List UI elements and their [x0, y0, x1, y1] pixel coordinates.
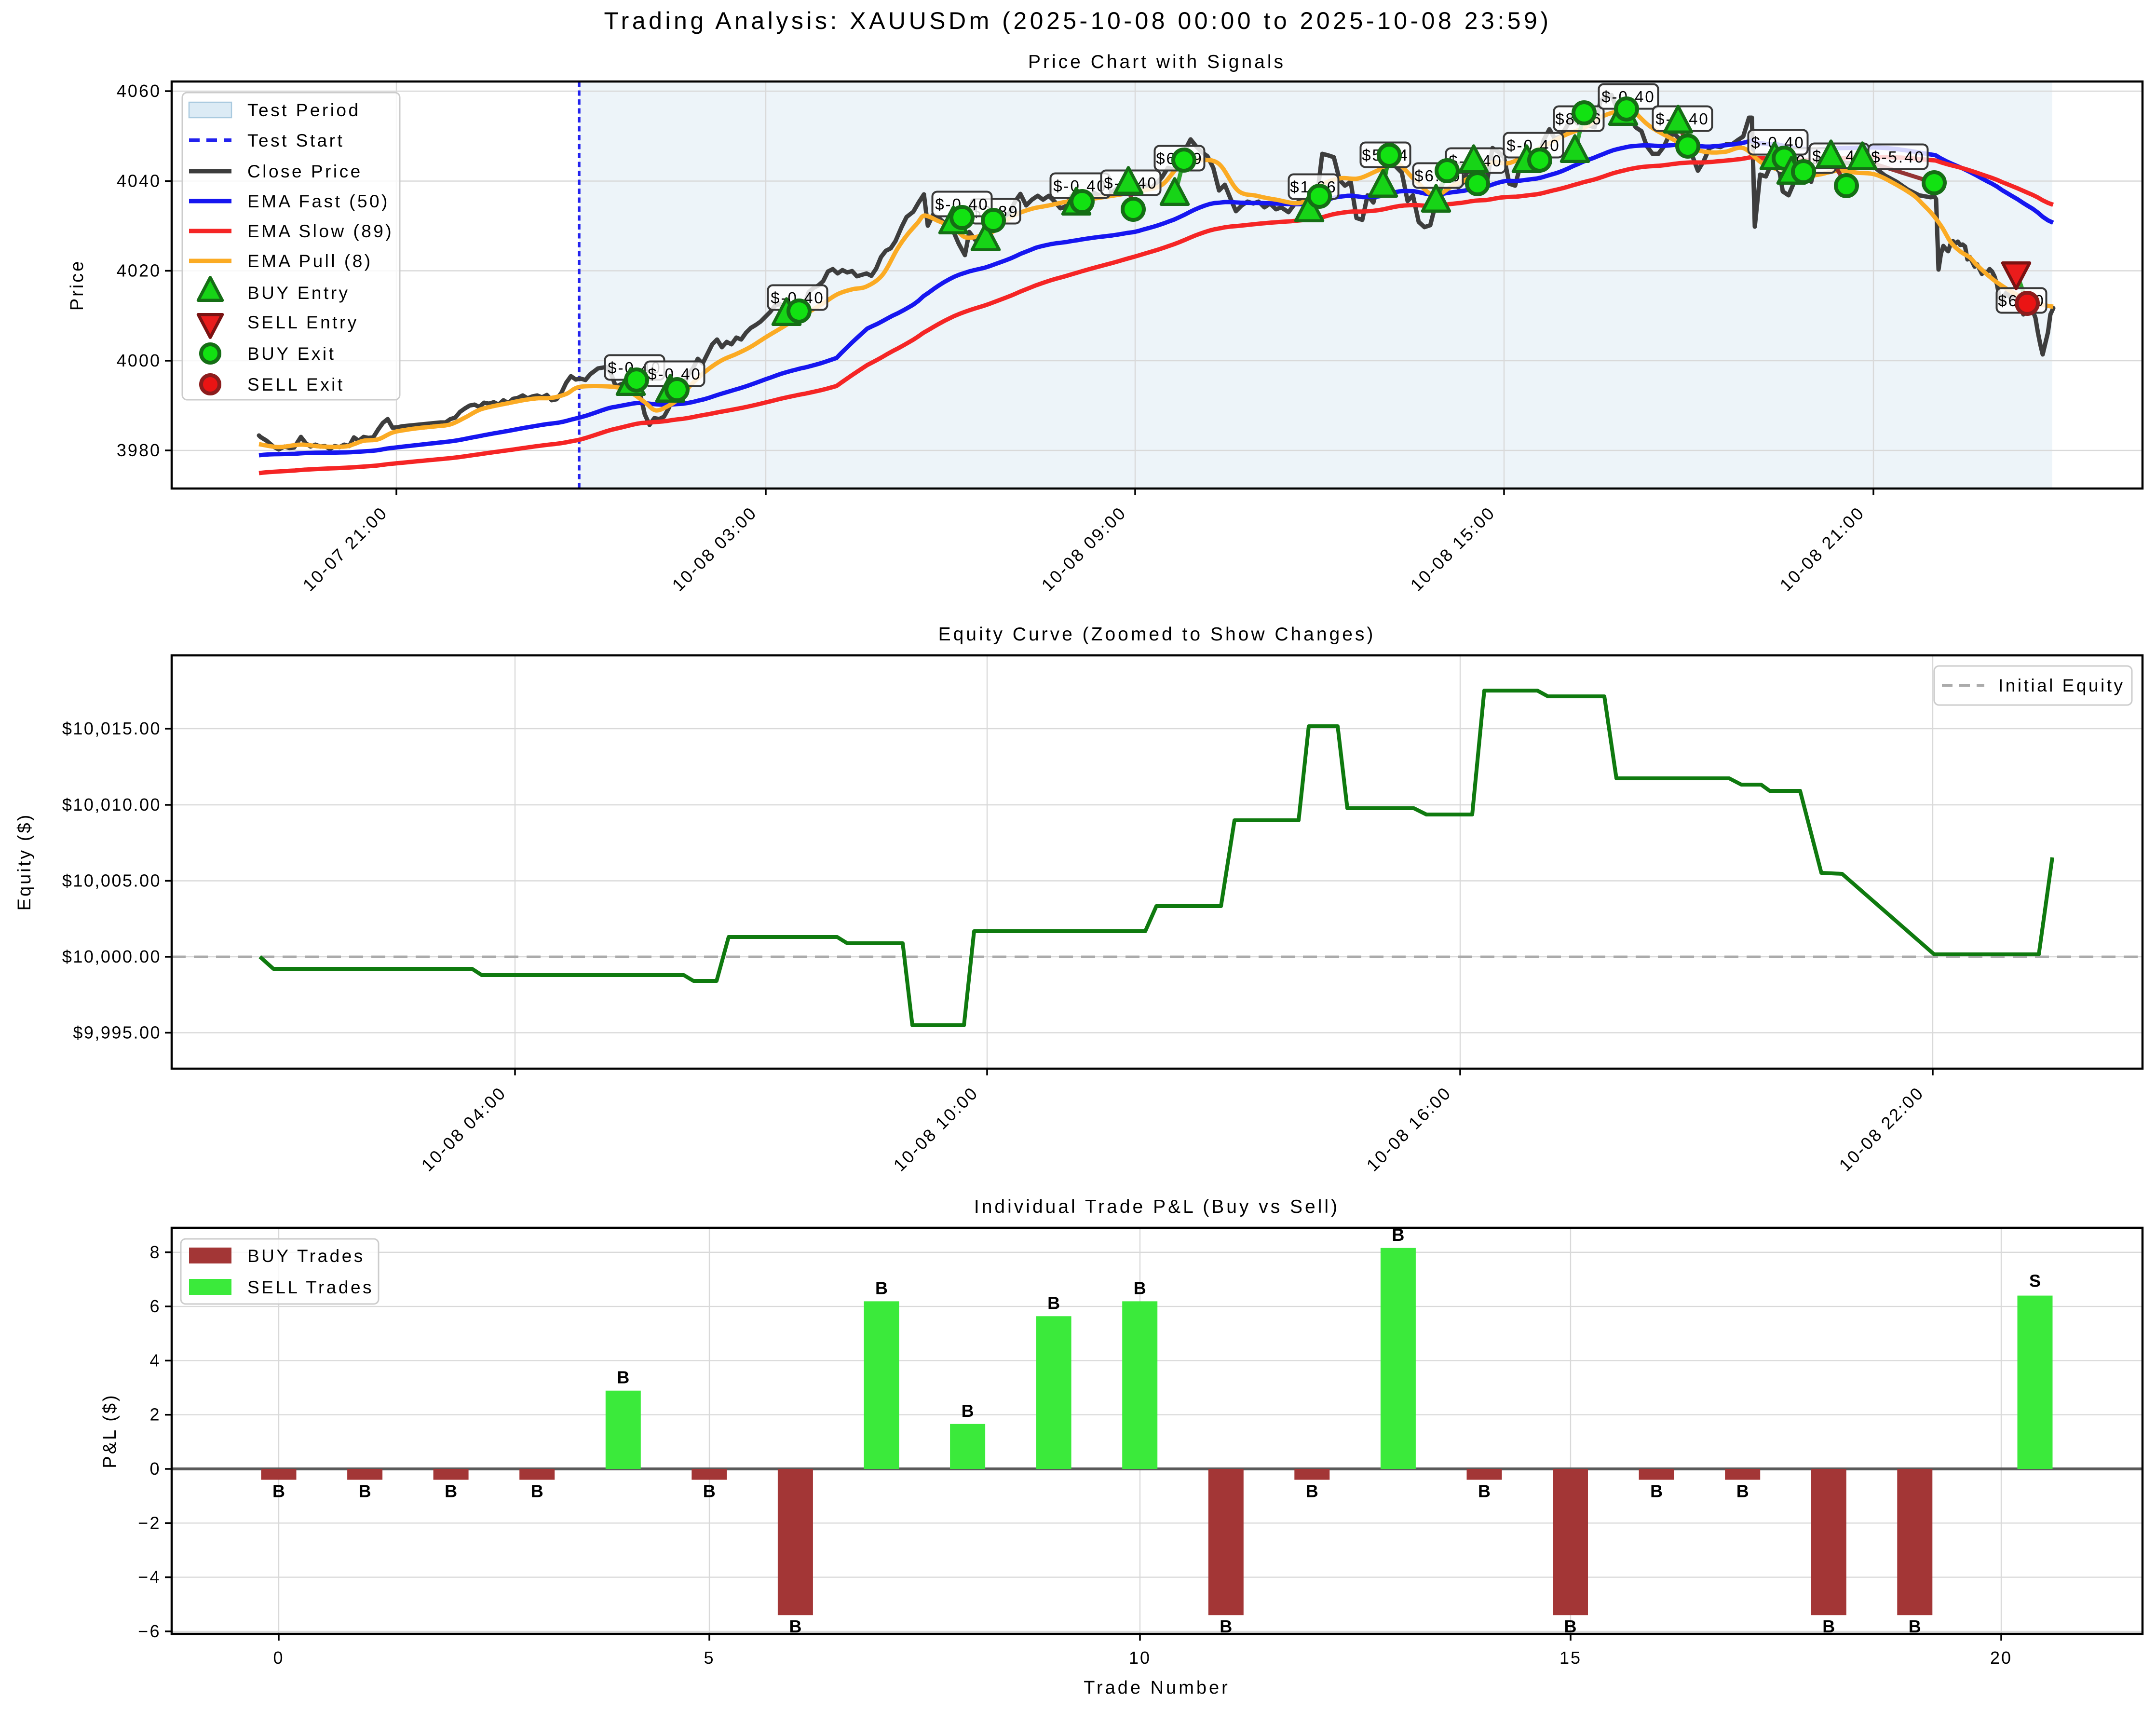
svg-text:6: 6	[149, 1296, 161, 1316]
svg-text:EMA Fast (50): EMA Fast (50)	[247, 191, 390, 211]
svg-text:$10,000.00: $10,000.00	[62, 947, 161, 966]
svg-text:$-5.40: $-5.40	[1871, 148, 1925, 166]
svg-text:4000: 4000	[117, 351, 161, 370]
svg-text:B: B	[272, 1481, 285, 1501]
svg-text:4: 4	[149, 1350, 161, 1370]
svg-text:P&L ($): P&L ($)	[100, 1393, 120, 1468]
svg-text:10: 10	[1129, 1648, 1151, 1668]
svg-text:$10,005.00: $10,005.00	[62, 871, 161, 891]
svg-text:4040: 4040	[117, 171, 161, 191]
svg-text:−2: −2	[138, 1513, 161, 1533]
svg-text:Individual Trade P&L (Buy vs S: Individual Trade P&L (Buy vs Sell)	[974, 1196, 1340, 1217]
svg-text:0: 0	[273, 1648, 284, 1668]
svg-text:4020: 4020	[117, 261, 161, 281]
svg-text:B: B	[962, 1401, 974, 1421]
svg-text:20: 20	[1990, 1648, 2012, 1668]
svg-text:B: B	[617, 1368, 629, 1387]
svg-text:Equity ($): Equity ($)	[14, 813, 35, 911]
svg-text:Test Start: Test Start	[247, 131, 344, 150]
svg-text:B: B	[1650, 1481, 1663, 1501]
svg-text:Test Period: Test Period	[247, 100, 361, 120]
svg-text:Close Price: Close Price	[247, 162, 363, 181]
svg-text:15: 15	[1559, 1648, 1582, 1668]
svg-text:BUY Exit: BUY Exit	[247, 344, 336, 364]
svg-text:B: B	[875, 1278, 888, 1298]
svg-text:$10,015.00: $10,015.00	[62, 719, 161, 738]
svg-text:$10,010.00: $10,010.00	[62, 795, 161, 815]
svg-text:B: B	[445, 1481, 457, 1501]
svg-text:BUY Trades: BUY Trades	[247, 1246, 365, 1266]
svg-text:0: 0	[149, 1459, 161, 1479]
svg-text:B: B	[1478, 1481, 1491, 1501]
svg-text:Trade Number: Trade Number	[1084, 1678, 1230, 1698]
svg-text:4060: 4060	[117, 81, 161, 101]
svg-text:3980: 3980	[117, 440, 161, 460]
svg-text:−6: −6	[138, 1621, 161, 1641]
svg-text:B: B	[1306, 1481, 1318, 1501]
svg-text:SELL Trades: SELL Trades	[247, 1277, 374, 1297]
svg-text:EMA Pull (8): EMA Pull (8)	[247, 251, 373, 271]
svg-text:SELL Exit: SELL Exit	[247, 375, 345, 394]
svg-text:5: 5	[704, 1648, 715, 1668]
svg-text:SELL Entry: SELL Entry	[247, 312, 359, 332]
svg-text:Price: Price	[67, 259, 87, 311]
svg-text:Equity Curve (Zoomed to Show C: Equity Curve (Zoomed to Show Changes)	[938, 624, 1376, 645]
svg-text:BUY Entry: BUY Entry	[247, 283, 350, 303]
svg-text:2: 2	[149, 1405, 161, 1425]
svg-text:B: B	[1047, 1293, 1060, 1313]
svg-text:Price Chart with Signals: Price Chart with Signals	[1028, 52, 1286, 72]
svg-text:S: S	[2029, 1271, 2041, 1291]
svg-text:Trading Analysis: XAUUSDm (202: Trading Analysis: XAUUSDm (2025-10-08 00…	[604, 7, 1551, 34]
svg-text:−4: −4	[138, 1567, 161, 1587]
svg-text:8: 8	[149, 1242, 161, 1262]
svg-text:Initial Equity: Initial Equity	[1998, 676, 2125, 695]
svg-text:B: B	[703, 1481, 716, 1501]
svg-text:B: B	[1736, 1481, 1749, 1501]
svg-text:$9,995.00: $9,995.00	[73, 1023, 161, 1043]
svg-text:EMA Slow (89): EMA Slow (89)	[247, 221, 393, 241]
svg-text:B: B	[1134, 1278, 1146, 1298]
svg-text:B: B	[531, 1481, 543, 1501]
svg-text:B: B	[359, 1481, 371, 1501]
